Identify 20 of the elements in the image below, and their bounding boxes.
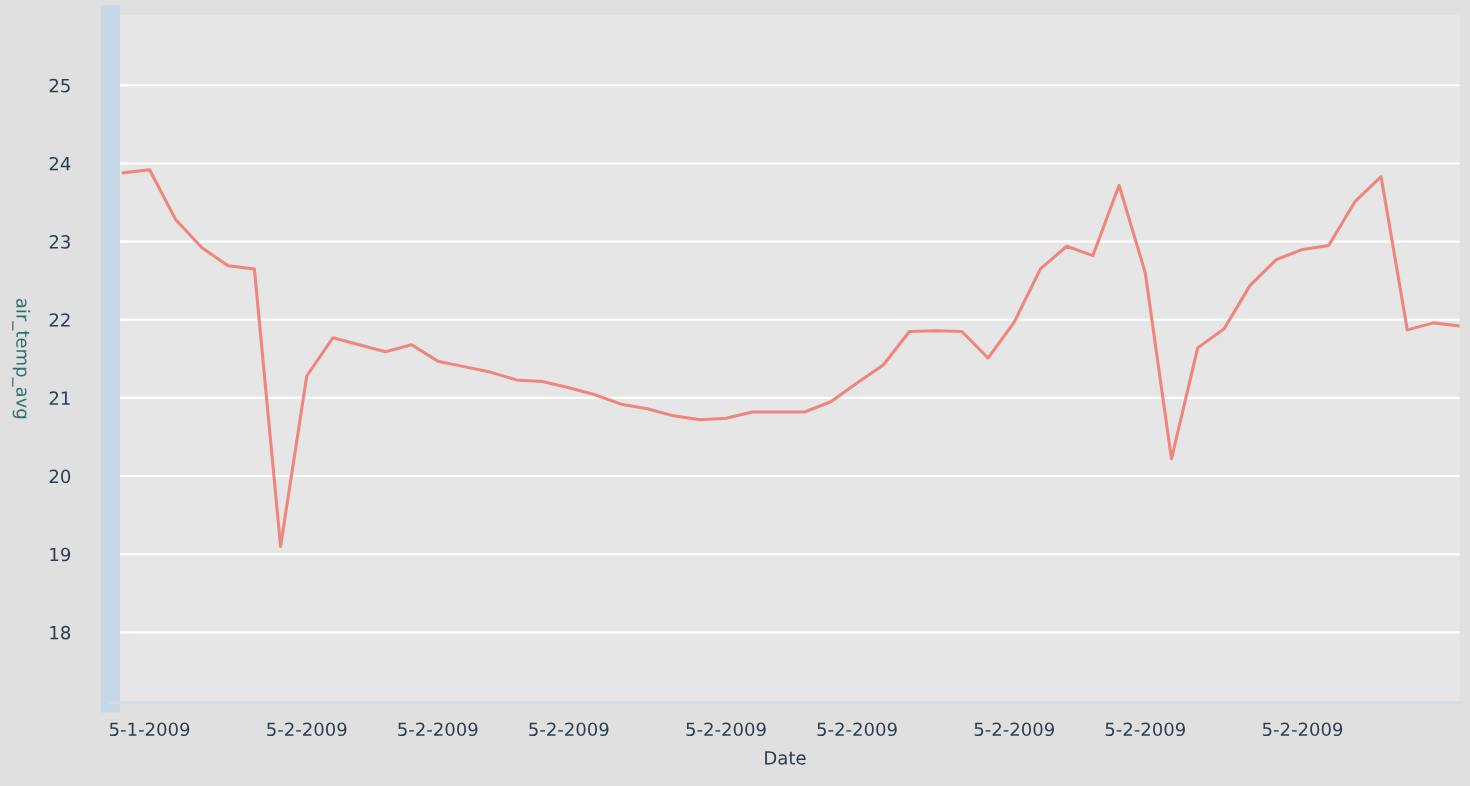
x-tick-label: 5-2-2009 [1105,722,1185,737]
y-tick-label: 24 [49,156,71,171]
x-axis-title: Date [765,751,806,765]
x-tick-label: 5-2-2009 [1262,722,1343,737]
x-tick-label: 5-2-2009 [398,722,478,737]
x-tick-label: 5-1-2009 [109,722,190,737]
x-tick-label: 5-2-2009 [686,722,766,737]
y-axis-title: air_temp_avg [12,298,31,419]
y-tick-label: 20 [49,469,71,484]
x-tick-label: 5-2-2009 [529,722,609,737]
y-tick-label: 21 [49,391,70,405]
x-tick-label: 5-2-2009 [267,722,347,737]
y-tick-label: 22 [49,313,70,327]
y-tick-label: 19 [50,547,71,562]
line-series [121,168,1460,548]
y-tick-label: 25 [49,78,70,93]
y-tick-label: 23 [49,235,70,249]
x-tick-label: 5-2-2009 [817,722,897,737]
x-tick-label: 5-2-2009 [974,722,1054,737]
y-tick-label: 18 [50,625,71,640]
